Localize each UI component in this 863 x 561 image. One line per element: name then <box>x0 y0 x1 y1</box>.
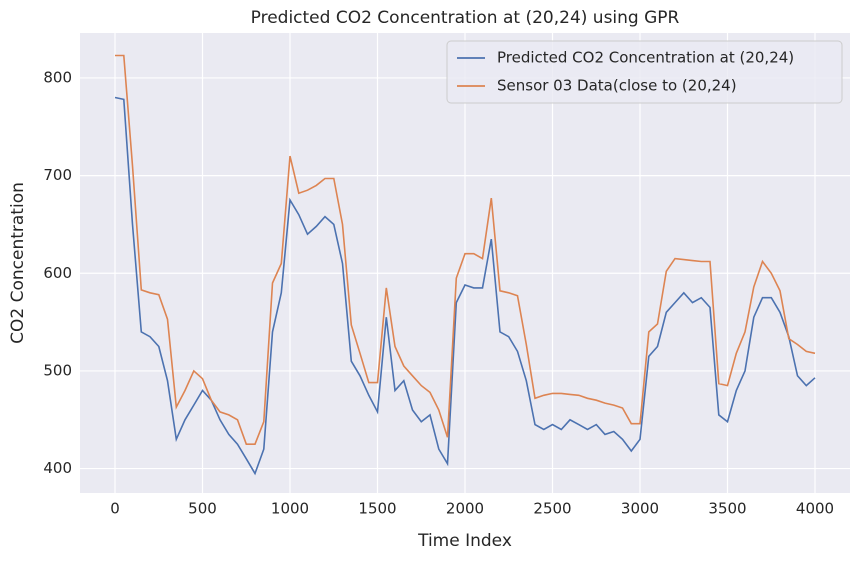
legend-label: Predicted CO2 Concentration at (20,24) <box>497 49 794 67</box>
x-tick-label: 2500 <box>533 500 571 518</box>
legend-label: Sensor 03 Data(close to (20,24) <box>497 77 737 95</box>
x-tick-label: 2000 <box>446 500 484 518</box>
x-tick-label: 4000 <box>796 500 834 518</box>
x-tick-label: 500 <box>188 500 217 518</box>
x-tick-label: 1500 <box>358 500 396 518</box>
x-axis-label: Time Index <box>417 531 512 551</box>
chart-title: Predicted CO2 Concentration at (20,24) u… <box>251 8 680 28</box>
y-tick-label: 400 <box>43 459 72 477</box>
y-tick-label: 500 <box>43 361 72 379</box>
x-tick-label: 1000 <box>271 500 309 518</box>
y-tick-label: 600 <box>43 264 72 282</box>
x-tick-label: 3500 <box>708 500 746 518</box>
y-tick-label: 700 <box>43 166 72 184</box>
x-tick-label: 3000 <box>621 500 659 518</box>
legend-box <box>446 40 843 104</box>
line-series <box>115 54 816 445</box>
x-tick-label: 0 <box>110 500 120 518</box>
y-axis-label: CO2 Concentration <box>8 182 28 344</box>
y-tick-label: 800 <box>43 68 72 86</box>
line-series <box>114 96 816 476</box>
